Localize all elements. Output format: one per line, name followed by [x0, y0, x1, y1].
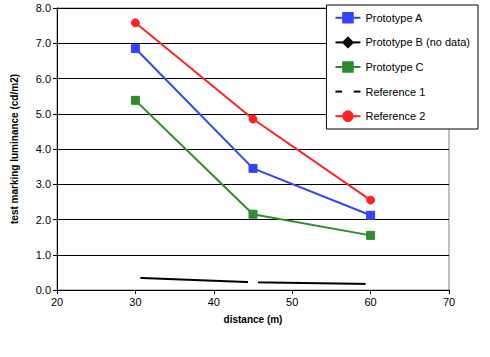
svg-text:30: 30: [129, 296, 141, 308]
svg-text:3.0: 3.0: [36, 178, 51, 190]
svg-text:70: 70: [443, 296, 455, 308]
svg-text:2.0: 2.0: [36, 214, 51, 226]
svg-text:1.0: 1.0: [36, 249, 51, 261]
svg-text:Reference 1: Reference 1: [365, 86, 425, 98]
svg-text:Prototype C: Prototype C: [365, 61, 423, 73]
svg-text:5.0: 5.0: [36, 108, 51, 120]
svg-text:50: 50: [286, 296, 298, 308]
svg-text:8.0: 8.0: [36, 2, 51, 14]
svg-text:Prototype B (no data): Prototype B (no data): [365, 36, 470, 48]
svg-text:0.0: 0.0: [36, 284, 51, 296]
svg-text:7.0: 7.0: [36, 37, 51, 49]
svg-text:distance (m): distance (m): [224, 314, 283, 325]
svg-text:4.0: 4.0: [36, 143, 51, 155]
svg-text:6.0: 6.0: [36, 73, 51, 85]
svg-text:Prototype A: Prototype A: [365, 12, 423, 24]
svg-text:Reference 2: Reference 2: [365, 110, 425, 122]
svg-text:20: 20: [51, 296, 63, 308]
svg-text:test marking luminance (cd/m2): test marking luminance (cd/m2): [9, 74, 20, 224]
svg-text:60: 60: [364, 296, 376, 308]
svg-text:40: 40: [208, 296, 220, 308]
